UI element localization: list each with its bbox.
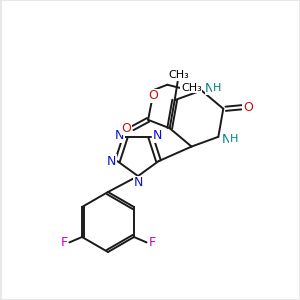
Text: N: N	[205, 82, 214, 94]
FancyBboxPatch shape	[2, 2, 298, 298]
Text: N: N	[107, 155, 116, 168]
Text: F: F	[61, 236, 68, 249]
Text: CH₃: CH₃	[181, 83, 202, 93]
Text: H: H	[213, 83, 221, 93]
Text: F: F	[148, 236, 155, 249]
Text: N: N	[115, 129, 124, 142]
Text: O: O	[243, 101, 253, 114]
Text: N: N	[153, 129, 162, 142]
Text: H: H	[230, 134, 238, 144]
Text: CH₃: CH₃	[169, 70, 190, 80]
Text: N: N	[222, 133, 231, 146]
Text: O: O	[122, 122, 131, 135]
Text: N: N	[133, 176, 143, 189]
Text: O: O	[148, 89, 158, 102]
